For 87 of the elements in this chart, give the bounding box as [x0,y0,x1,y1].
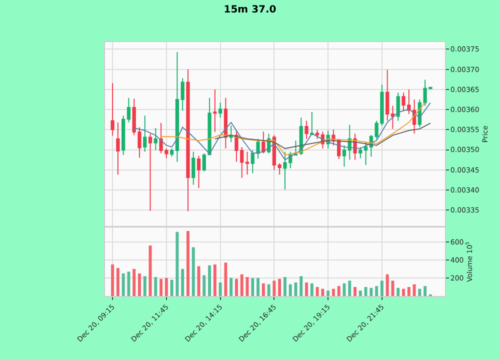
candlestick [224,97,228,150]
bar [278,278,282,296]
candlestick [390,105,395,130]
bar [192,247,195,296]
candlestick [229,125,233,143]
candlestick [170,148,174,158]
bar [170,280,174,296]
candlestick [342,144,346,168]
bar [181,268,184,296]
bar [111,264,114,296]
candlestick [386,69,390,122]
bar [132,268,136,296]
bar [288,284,292,296]
bar [305,282,308,296]
bar [370,288,373,296]
bar [412,284,416,296]
line-series [214,122,431,150]
candlestick [126,97,131,123]
bar [321,288,324,296]
candlestick [278,162,282,176]
bar [262,283,265,296]
candlestick [213,88,217,133]
candlestick [294,140,298,156]
bar [337,286,340,296]
candlestick [364,142,368,166]
bar [234,278,238,296]
bar [418,288,422,296]
candlestick [110,82,114,136]
candlestick [143,115,147,152]
line-series [134,102,431,160]
bar [358,290,362,296]
bar [283,277,286,296]
bar [326,290,330,296]
bar [127,272,130,296]
bar [154,277,158,296]
candlestick [358,146,362,159]
bar [386,274,389,296]
bar [218,282,222,296]
chart-title: 15m 37.0 [224,4,276,16]
bar [230,278,233,296]
bar [364,286,368,296]
bar [310,283,314,296]
candlestick [396,92,400,122]
bar [208,265,212,296]
bar [375,286,378,296]
candlestick [148,133,152,212]
candlestick [304,120,308,140]
bar [143,276,146,296]
candlestick [180,78,184,112]
bar [164,278,168,296]
bar [272,280,276,296]
bar [160,278,163,296]
bar [122,273,125,296]
bar [176,232,179,296]
candlestick [192,151,196,186]
bar [202,275,206,296]
bar [316,286,319,296]
candlestick [262,131,266,154]
candlestick [315,130,320,140]
bar [138,273,141,296]
bar [251,278,254,296]
bar [407,286,410,296]
candlestick [310,111,314,136]
candlestick [154,128,158,151]
candlestick [175,52,180,162]
candlestick [245,151,250,176]
candlestick [116,122,120,176]
bar [300,276,303,296]
bar [354,286,356,296]
line-series [160,102,426,156]
bar [186,231,190,296]
candlestick [218,102,222,118]
candlestick [122,115,126,156]
bar [380,280,384,296]
candlestick [196,155,201,188]
bar [213,264,216,296]
bar [348,280,352,296]
bar [240,274,244,296]
bar [267,284,270,296]
bar [116,268,120,296]
bar [332,288,335,296]
bar [256,278,260,296]
bar [224,262,228,296]
candlestick [186,68,190,212]
bar [424,286,427,296]
bar [402,288,405,296]
bar [396,288,400,296]
